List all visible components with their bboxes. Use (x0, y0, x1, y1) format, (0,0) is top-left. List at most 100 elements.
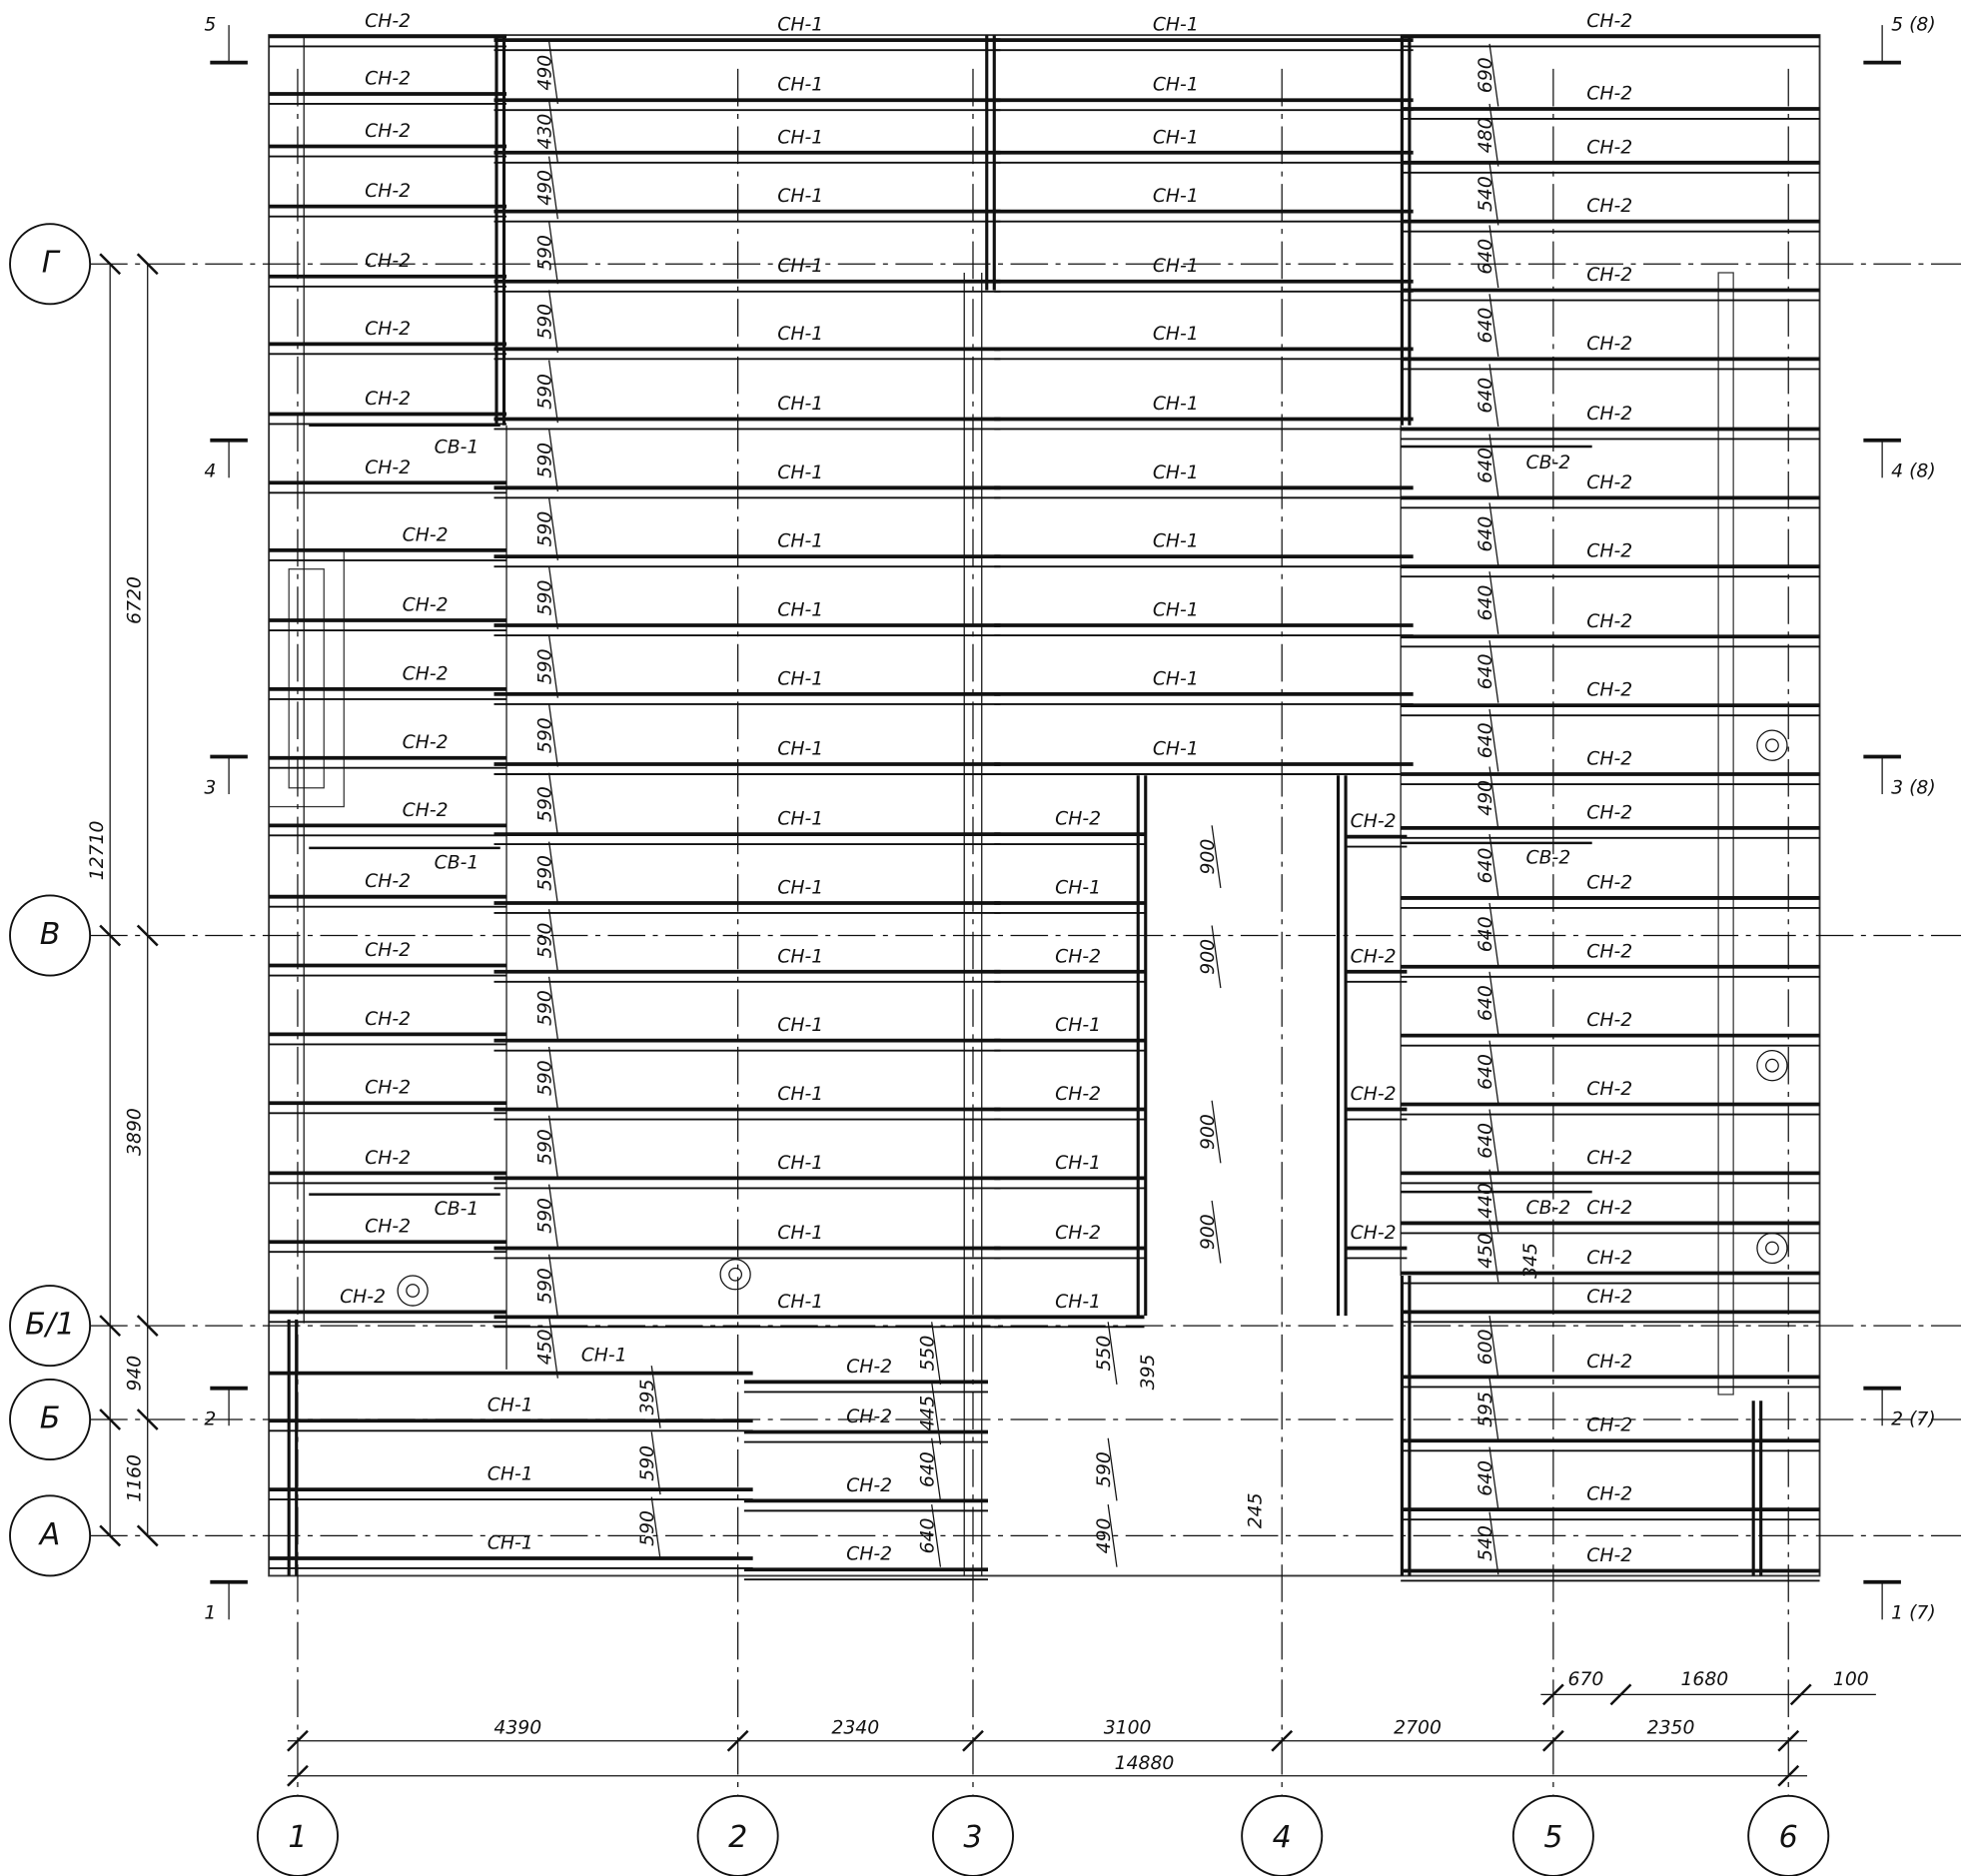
beam-label: СН-2 (403, 594, 449, 615)
line (547, 100, 558, 163)
beam-label: СН-2 (1586, 1415, 1632, 1436)
fitting (719, 1259, 751, 1291)
section-label: 1 (7) (1891, 1603, 1935, 1624)
line (1488, 971, 1499, 1035)
dim-label: 595 (1475, 1392, 1496, 1427)
fitting (1765, 1241, 1779, 1256)
beam-label: СН-2 (1351, 1084, 1397, 1105)
line (1777, 1764, 1800, 1787)
beam-label: СН-1 (1153, 738, 1199, 759)
beam-label: СН-2 (1351, 1223, 1397, 1244)
beam-label: СН-2 (1586, 1198, 1632, 1219)
beam-label: СН-2 (403, 524, 449, 545)
dim-label: 395 (1138, 1354, 1159, 1390)
beam-label: СН-2 (365, 11, 411, 32)
axis-label: 3 (963, 1820, 982, 1855)
line (931, 1437, 942, 1501)
beam-label: СН-1 (777, 1292, 823, 1313)
line (1488, 1040, 1499, 1104)
beam-label: СН-2 (846, 1544, 892, 1565)
axis-bubble (9, 223, 92, 306)
beam-label: СН-1 (1153, 127, 1199, 148)
line (136, 1524, 159, 1547)
axis-label: 4 (1273, 1820, 1292, 1855)
beam-label: СН-2 (1586, 1545, 1632, 1566)
dim-label: 14880 (1115, 1753, 1175, 1774)
section-label: 1 (204, 1603, 216, 1624)
line (547, 1184, 558, 1248)
line (287, 1764, 309, 1787)
dim-label: 590 (534, 443, 555, 478)
line (547, 976, 558, 1040)
dim-label: 590 (1094, 1451, 1115, 1487)
dim-label: 490 (534, 55, 555, 91)
dim-label: 590 (534, 511, 555, 547)
line (99, 253, 122, 276)
dim-label: 900 (1198, 1114, 1219, 1150)
dim-label: 640 (917, 1518, 938, 1554)
dim-label: 640 (1475, 1123, 1496, 1159)
line (1488, 639, 1499, 703)
line (1488, 43, 1499, 107)
dim-label: 590 (534, 786, 555, 822)
dim-label: 490 (534, 170, 555, 206)
brace-label: СВ-1 (435, 438, 480, 459)
dim-label: 590 (534, 648, 555, 684)
dim-label: 590 (534, 923, 555, 959)
dim-label: 490 (1475, 780, 1496, 816)
dim-label: 900 (1198, 839, 1219, 875)
beam-label: СН-1 (777, 127, 823, 148)
line (1488, 1109, 1499, 1173)
beam-label: СН-2 (1586, 872, 1632, 893)
beam-label: СН-2 (365, 181, 411, 202)
beam-label: СН-1 (777, 463, 823, 483)
dim-label: 590 (534, 1268, 555, 1304)
dim-label: 2340 (831, 1718, 879, 1739)
dim-label: 590 (534, 374, 555, 410)
dim-label: 640 (1475, 448, 1496, 483)
dim-label: 640 (1475, 847, 1496, 883)
dim-label: 640 (1475, 308, 1496, 344)
line (136, 924, 159, 947)
beam-side (1717, 272, 1734, 1396)
line (1541, 1683, 1564, 1706)
line (1541, 1729, 1564, 1752)
beam-label: СН-2 (1055, 946, 1101, 967)
dim-label: 540 (1475, 1525, 1496, 1561)
line (931, 1382, 942, 1445)
beam-label: СН-2 (846, 1475, 892, 1496)
dim-label: 3890 (125, 1108, 146, 1156)
beam-label: СН-1 (777, 186, 823, 207)
dim-label: 430 (534, 114, 555, 150)
axis-label: Г (42, 246, 61, 281)
beam-label: СН-2 (1586, 1484, 1632, 1505)
beam-label: СН-1 (777, 877, 823, 898)
beam-label: СН-2 (1586, 11, 1632, 32)
dim-label: 540 (1475, 176, 1496, 212)
dim-label: 640 (1475, 1054, 1496, 1090)
beam-label: СН-1 (1153, 463, 1199, 483)
beam-label: СН-1 (777, 668, 823, 689)
line (547, 1115, 558, 1179)
dim-label: 590 (534, 990, 555, 1026)
dim-label: 2350 (1647, 1718, 1695, 1739)
beam-label: СН-1 (777, 324, 823, 345)
line (136, 1408, 159, 1430)
beam-label: СН-2 (1055, 1084, 1101, 1105)
axis-label: А (38, 1517, 61, 1552)
dim-label: 3100 (1104, 1718, 1152, 1739)
line (1488, 103, 1499, 167)
axis-bubble (9, 894, 92, 977)
line (547, 1254, 558, 1318)
line (547, 497, 558, 561)
line (1488, 902, 1499, 966)
line (1488, 708, 1499, 772)
dim-label: 590 (534, 717, 555, 753)
dim-label: 590 (534, 1060, 555, 1096)
section-label: 4 (8) (1891, 462, 1935, 482)
line (931, 1322, 942, 1386)
line (547, 841, 558, 905)
line (547, 772, 558, 836)
line (1488, 1315, 1499, 1379)
